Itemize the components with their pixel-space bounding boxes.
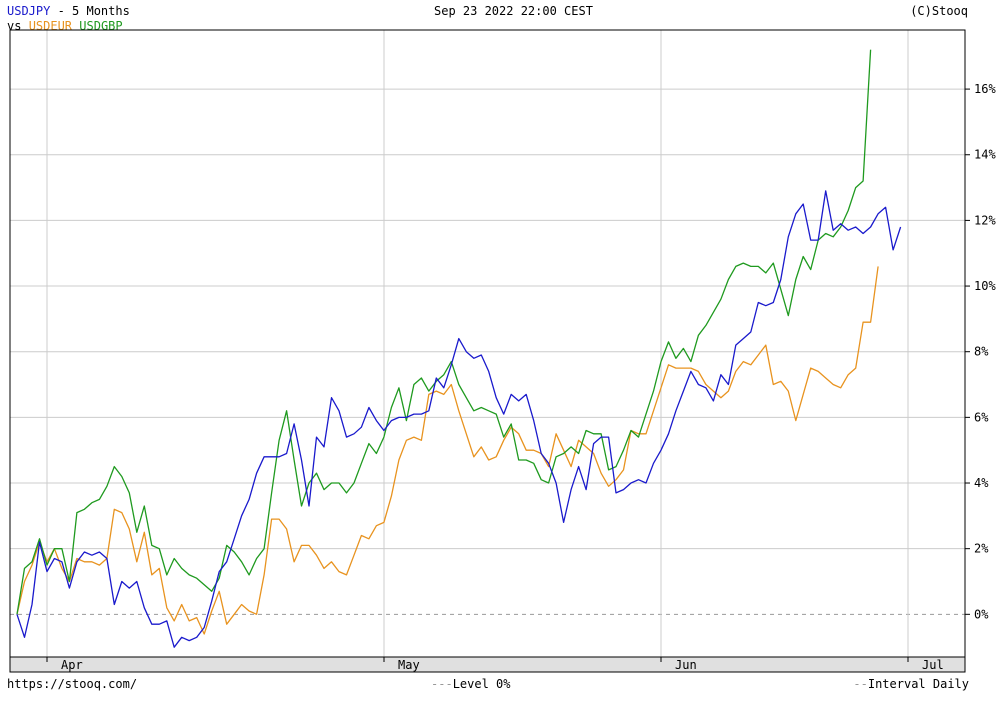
y-tick-label: 2%	[974, 542, 989, 556]
series-line-usdgbp	[16, 49, 872, 615]
x-tick-label: Jun	[675, 658, 697, 672]
dashed-line-icon: --	[853, 677, 868, 691]
copyright[interactable]: (C)Stooq	[910, 4, 968, 18]
period-label: - 5 Months	[50, 4, 130, 18]
dashed-line-icon: ---	[431, 677, 453, 691]
chart-title: USDJPY - 5 Months	[7, 4, 130, 18]
timestamp: Sep 23 2022 22:00 CEST	[434, 4, 593, 18]
level-legend: ---Level 0%	[431, 677, 510, 691]
y-tick-label: 10%	[974, 279, 996, 293]
level-label: Level 0%	[452, 677, 511, 691]
y-tick-label: 6%	[974, 410, 989, 424]
interval-label: Interval Daily	[867, 677, 969, 691]
grid	[10, 30, 965, 657]
y-tick-label: 12%	[974, 213, 996, 227]
series-line-usdjpy	[16, 190, 902, 648]
series-lines	[16, 49, 902, 648]
y-tick-label: 0%	[974, 607, 989, 621]
y-tick-label: 4%	[974, 476, 989, 490]
x-tick-label: Apr	[61, 658, 83, 672]
x-tick-label: Jul	[922, 658, 944, 672]
y-tick-label: 14%	[974, 148, 996, 162]
plot-border	[9, 29, 966, 658]
axes	[9, 29, 970, 673]
x-tick-label: May	[398, 658, 420, 672]
y-tick-label: 16%	[974, 82, 996, 96]
interval-legend: --Interval Daily	[853, 677, 969, 691]
main-symbol: USDJPY	[7, 4, 51, 18]
tick-labels: 0%2%4%6%8%10%12%14%16%AprMayJunJulAugSep	[61, 82, 996, 672]
x-axis-strip	[9, 656, 966, 673]
y-tick-label: 8%	[974, 345, 989, 359]
series-line-usdeur	[16, 266, 879, 635]
source-url[interactable]: https://stooq.com/	[7, 677, 138, 691]
